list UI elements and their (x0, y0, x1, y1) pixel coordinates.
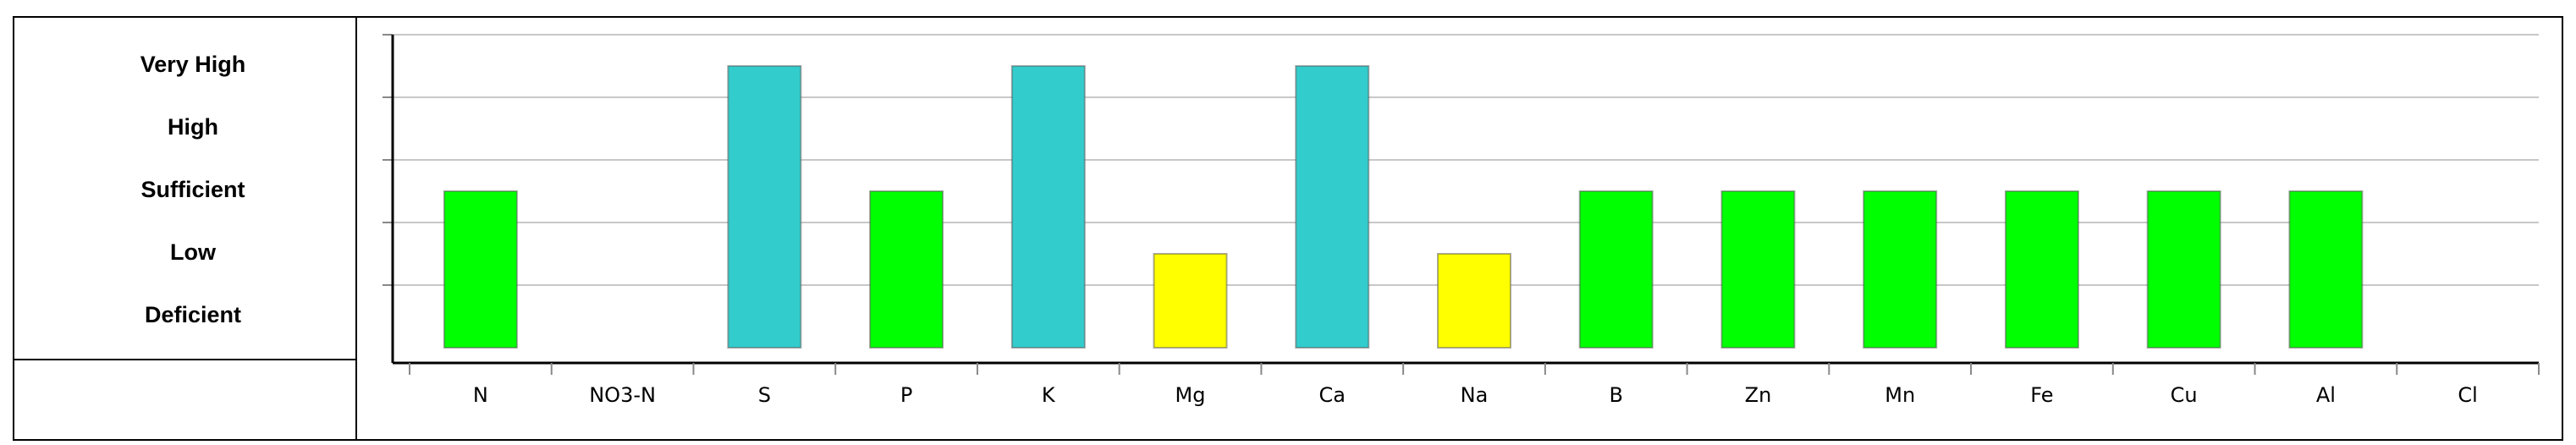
x-tick-label: Mn (1885, 383, 1915, 407)
bar (2004, 190, 2079, 349)
bar (1295, 65, 1370, 349)
x-tick-label: Na (1461, 383, 1489, 407)
bar (2288, 190, 2364, 349)
bar (1437, 253, 1511, 349)
y-tick-label: Deficient (145, 302, 241, 327)
x-tick-label: S (758, 383, 771, 407)
x-tick-label: NO3-N (589, 383, 656, 407)
x-tick-label: N (473, 383, 488, 407)
x-tick-label: Ca (1319, 383, 1346, 407)
bar (1010, 65, 1086, 349)
x-tick-label: Mg (1175, 383, 1206, 407)
x-tick-label: Cu (2171, 383, 2198, 407)
y-tick-label: Low (170, 239, 217, 265)
frame (13, 16, 2563, 441)
x-tick-label: Zn (1745, 383, 1772, 407)
x-tick-label: Fe (2030, 383, 2053, 407)
x-tick-label: B (1609, 383, 1622, 407)
bar (443, 190, 518, 349)
y-tick-label: Sufficient (140, 177, 245, 202)
bar (1863, 190, 1938, 349)
x-tick-label: K (1042, 383, 1056, 407)
x-tick-label: P (900, 383, 912, 407)
bar (1578, 190, 1654, 349)
x-tick-label: Al (2316, 383, 2336, 407)
bar (1720, 190, 1796, 349)
bar (869, 190, 944, 349)
y-tick-label: Very High (140, 52, 246, 77)
bar (727, 65, 802, 349)
bar (2146, 190, 2221, 349)
x-tick-label: Cl (2458, 383, 2477, 407)
bar (1153, 253, 1228, 349)
y-tick-label: High (168, 114, 218, 140)
